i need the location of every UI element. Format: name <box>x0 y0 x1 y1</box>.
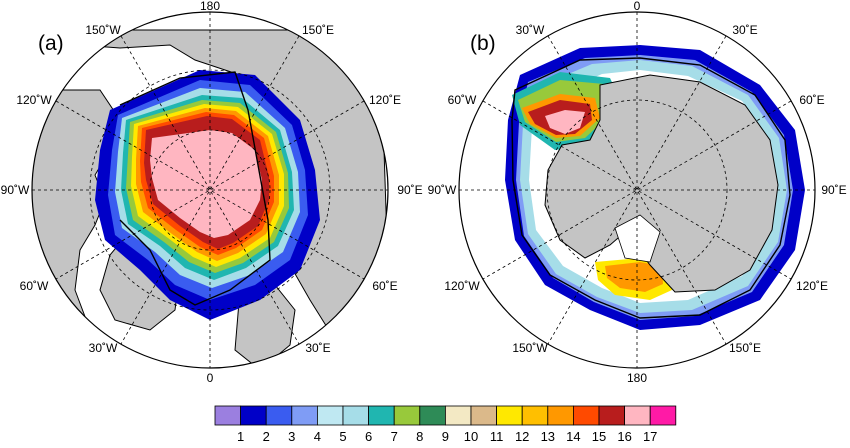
colorbar-label: 3 <box>288 429 295 444</box>
panel-label-b: (b) <box>470 32 496 55</box>
ross-band-orange <box>605 262 663 292</box>
colorbar-label: 16 <box>617 429 631 444</box>
colorbar-label: 13 <box>541 429 555 444</box>
lon-label: 0 <box>207 371 214 385</box>
colorbar-label: 2 <box>263 429 270 444</box>
lon-label: 120˚W <box>444 279 480 293</box>
lon-label: 90˚W <box>428 183 457 197</box>
colorbar-label: 14 <box>566 429 580 444</box>
colorbar-label: 11 <box>490 429 504 444</box>
colorbar-label: 10 <box>464 429 478 444</box>
ice-edge-contour <box>511 57 791 319</box>
graticule <box>459 12 815 368</box>
colorbar-label: 5 <box>339 429 346 444</box>
colorbar-label: 15 <box>592 429 606 444</box>
lon-label: 150˚W <box>85 23 121 37</box>
colorbar-swatch <box>624 405 651 426</box>
lon-label: 60˚E <box>799 93 824 107</box>
colorbar-swatch <box>291 405 318 426</box>
lon-label: 180 <box>627 371 647 385</box>
ice-ring-outer <box>505 45 805 330</box>
lon-label: 0 <box>634 0 641 13</box>
lon-label: 90˚W <box>1 183 30 197</box>
colorbar-label: 8 <box>416 429 423 444</box>
map-border <box>31 11 389 369</box>
lon-label: 90˚E <box>397 183 422 197</box>
ross-ice-shelf <box>614 214 661 263</box>
colorbar-swatch <box>316 405 344 426</box>
colorbar-swatch <box>419 405 446 426</box>
graticule <box>32 12 388 368</box>
colorbar-label: 4 <box>314 429 321 444</box>
lon-label: 90˚E <box>821 183 846 197</box>
lon-label: 120˚E <box>369 93 401 107</box>
colorbar-swatch <box>496 405 523 426</box>
antarctica-land <box>544 74 779 293</box>
lon-label: 30˚W <box>516 23 545 37</box>
colorbar-swatch <box>393 405 421 426</box>
arctic-map: (a) 180 150˚E 120˚E 90˚E 60˚E 30˚E 0 30˚… <box>1 0 423 385</box>
lon-label: 60˚E <box>372 279 397 293</box>
colorbar-swatch <box>240 405 267 426</box>
lon-label: 150˚W <box>512 341 548 355</box>
lon-label: 120˚W <box>16 93 52 107</box>
map-border <box>458 11 816 369</box>
colorbar-swatch <box>470 405 498 426</box>
colorbar-swatch <box>368 405 395 426</box>
ice-band-16 <box>150 130 262 238</box>
lon-label: 60˚W <box>20 279 49 293</box>
lon-label: 120˚E <box>796 279 828 293</box>
colorbar-swatch <box>444 405 472 426</box>
panel-label-a: (a) <box>38 32 64 55</box>
colorbar-label: 7 <box>391 429 398 444</box>
colorbar-legend: 1 2 3 4 5 6 7 8 9 10 11 12 13 14 15 16 17 <box>214 405 677 444</box>
colorbar-label: 9 <box>442 429 449 444</box>
colorbar-label: 1 <box>237 429 244 444</box>
lon-label: 30˚E <box>305 341 330 355</box>
colorbar-swatch <box>342 405 370 426</box>
lon-label: 30˚E <box>732 23 757 37</box>
colorbar-swatch <box>214 405 242 426</box>
colorbar-swatch <box>573 405 600 426</box>
lon-label: 150˚E <box>729 341 761 355</box>
colorbar-swatch <box>521 405 549 426</box>
antarctic-map: (b) 0 30˚E 60˚E 90˚E 120˚E 150˚E 180 150… <box>428 0 847 385</box>
colorbar-label: 12 <box>515 429 529 444</box>
colorbar-label: 17 <box>643 429 657 444</box>
weddell-band-pink <box>545 110 585 134</box>
colorbar-swatch <box>265 405 293 426</box>
colorbar-swatch <box>547 405 574 426</box>
lon-label: 60˚W <box>448 93 477 107</box>
colorbar-label: 6 <box>365 429 372 444</box>
lon-label: 180 <box>200 0 220 13</box>
colorbar-swatch <box>649 405 677 426</box>
colorbar-swatch <box>598 405 626 426</box>
lon-label: 30˚W <box>89 341 118 355</box>
ice-edge-contour <box>119 71 271 306</box>
lon-label: 150˚E <box>302 23 334 37</box>
